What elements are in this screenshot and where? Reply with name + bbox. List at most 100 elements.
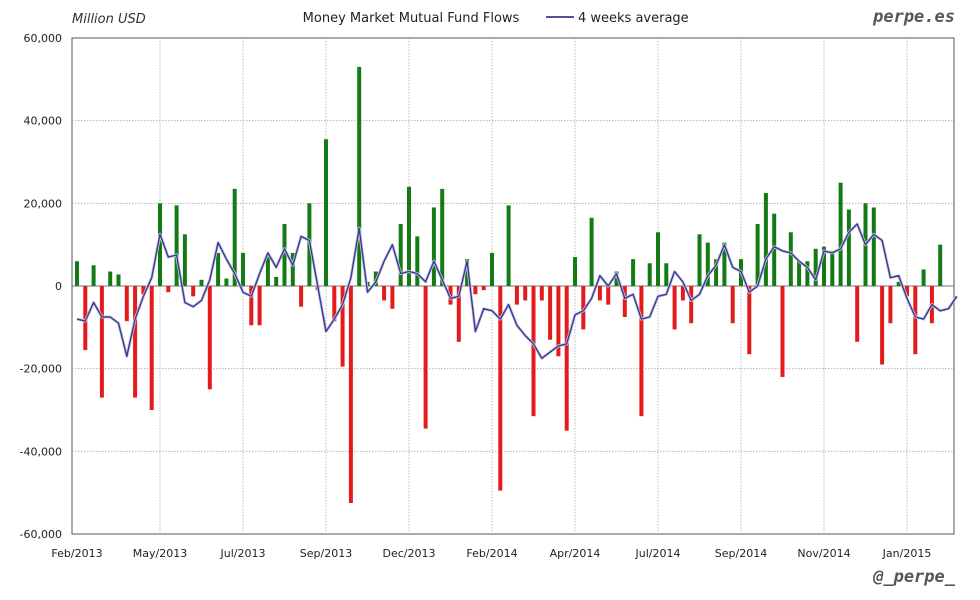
flow-bar xyxy=(116,274,121,286)
signature-text: @_perpe_ xyxy=(872,567,956,587)
flow-bar xyxy=(415,236,420,286)
flow-bar xyxy=(174,205,179,286)
flow-bar xyxy=(788,232,793,286)
flow-bar xyxy=(672,286,677,330)
average-line xyxy=(76,223,958,359)
legend-label: 4 weeks average xyxy=(578,11,689,26)
chart-title: Money Market Mutual Fund Flows xyxy=(303,11,520,26)
flow-bar xyxy=(332,286,337,322)
flow-bar xyxy=(324,139,328,286)
flow-bar xyxy=(481,286,486,291)
flow-bar xyxy=(191,286,196,297)
flow-bar xyxy=(722,242,727,286)
y-tick-label: -20,000 xyxy=(20,363,62,376)
flow-bar xyxy=(108,271,113,286)
flow-bar xyxy=(581,286,586,330)
flow-bar xyxy=(871,207,876,286)
flow-bar xyxy=(166,286,171,293)
flow-bar xyxy=(423,286,428,429)
flow-bar xyxy=(730,286,735,324)
flow-bar xyxy=(631,259,636,286)
flow-bar xyxy=(340,286,345,367)
flow-bar xyxy=(656,232,660,286)
flow-bar xyxy=(158,203,162,286)
flow-bar xyxy=(855,286,860,342)
flow-bar xyxy=(141,286,146,295)
flow-bar xyxy=(763,193,768,286)
flow-bar xyxy=(622,286,627,317)
flow-bar xyxy=(772,213,777,286)
flow-bar xyxy=(382,286,387,301)
flow-bar xyxy=(597,286,602,301)
flow-bar xyxy=(564,286,569,431)
flow-bar xyxy=(797,261,802,286)
y-tick-label: -60,000 xyxy=(20,528,62,541)
flow-bar xyxy=(133,286,138,398)
flow-bar xyxy=(755,224,760,286)
flow-bar xyxy=(99,286,104,398)
flow-bar xyxy=(440,188,445,286)
flow-bar xyxy=(299,286,304,307)
flow-bar xyxy=(680,286,685,301)
flow-bar xyxy=(232,188,237,286)
flow-bar xyxy=(805,261,810,286)
flow-bar xyxy=(523,286,528,301)
flow-bar xyxy=(606,286,611,305)
y-tick-label: 40,000 xyxy=(24,115,63,128)
flow-bar xyxy=(846,209,851,286)
x-tick-label: Dec/2013 xyxy=(383,547,436,560)
flow-bar xyxy=(747,286,752,355)
flow-bar xyxy=(531,286,536,417)
y-tick-labels: -60,000 -40,000 -20,000 0 20,000 40,000 60,000 xyxy=(20,32,62,541)
flow-bar xyxy=(431,207,436,286)
flow-bar xyxy=(149,286,154,410)
flow-bar xyxy=(896,281,901,286)
flow-bar xyxy=(407,186,411,286)
brand-text: perpe.es xyxy=(872,7,955,27)
x-tick-labels: Feb/2013 May/2013 Jul/2013 Sep/2013 Dec/2013… xyxy=(51,547,931,560)
flow-bar xyxy=(241,252,245,286)
unit-label: Million USD xyxy=(72,12,146,27)
flow-bar xyxy=(357,66,362,286)
flow-bar xyxy=(830,250,835,286)
flow-bar xyxy=(265,255,270,286)
flow-bar xyxy=(822,246,826,286)
flow-bar xyxy=(905,286,909,297)
flow-bar xyxy=(207,286,212,390)
flow-bar xyxy=(91,265,96,286)
flow-bar xyxy=(282,224,287,286)
flow-bar xyxy=(614,271,619,286)
flow-bar xyxy=(664,263,669,286)
flow-bar xyxy=(456,286,461,342)
flow-bar xyxy=(473,286,478,295)
flow-bar xyxy=(921,269,926,286)
flow-bar xyxy=(290,252,295,286)
y-tick-label: 60,000 xyxy=(24,32,63,45)
flow-bar xyxy=(249,286,254,326)
flow-bar xyxy=(124,286,129,322)
flow-bar xyxy=(548,286,553,340)
x-tick-label: Jul/2014 xyxy=(635,547,681,560)
flow-bar xyxy=(880,286,885,365)
flow-bar xyxy=(573,257,577,286)
flow-bar xyxy=(913,286,918,355)
x-tick-label: Feb/2014 xyxy=(466,547,517,560)
flow-bar xyxy=(490,252,494,286)
flow-bar xyxy=(506,205,511,286)
x-tick-label: Jul/2013 xyxy=(220,547,266,560)
y-tick-label: 20,000 xyxy=(24,197,63,210)
flow-bar xyxy=(938,244,943,286)
flow-bar xyxy=(888,286,893,324)
flow-bar xyxy=(714,259,719,286)
y-tick-label: 0 xyxy=(55,280,62,293)
flow-bar xyxy=(589,217,594,286)
flow-bar xyxy=(639,286,644,417)
flow-bar xyxy=(199,279,204,286)
flow-bar xyxy=(539,286,544,301)
flow-bar xyxy=(813,248,818,286)
x-tick-label: Sep/2014 xyxy=(715,547,767,560)
flow-bar xyxy=(274,276,279,286)
flow-bar xyxy=(697,234,702,286)
x-tick-label: Sep/2013 xyxy=(300,547,352,560)
x-tick-label: May/2013 xyxy=(133,547,187,560)
